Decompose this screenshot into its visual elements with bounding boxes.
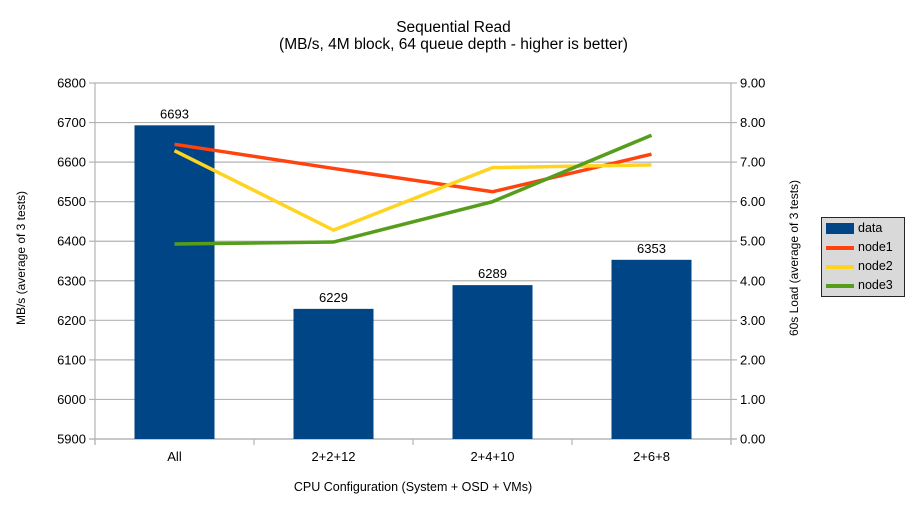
legend-item-node3: node3: [822, 276, 904, 295]
y-axis-tick-label: 6700: [57, 115, 86, 130]
x-axis-category-label: 2+6+8: [633, 449, 670, 464]
chart-subtitle: (MB/s, 4M block, 64 queue depth - higher…: [279, 36, 628, 53]
legend-item-node1: node1: [822, 238, 904, 257]
chart-title: Sequential Read: [396, 19, 511, 36]
y2-axis-tick-label: 0.00: [740, 432, 765, 447]
y2-axis-tick-label: 4.00: [740, 273, 765, 288]
legend-label: data: [858, 221, 883, 235]
x-axis-category-label: 2+4+10: [470, 449, 514, 464]
bar: [611, 259, 692, 439]
y2-axis-tick-label: 7.00: [740, 155, 765, 170]
y2-axis-tick-label: 5.00: [740, 234, 765, 249]
bar: [293, 308, 374, 439]
x-axis-title: CPU Configuration (System + OSD + VMs): [293, 480, 533, 494]
y2-axis-tick-label: 8.00: [740, 115, 765, 130]
bar-value-label: 6353: [637, 241, 666, 256]
line-node1: [174, 142, 652, 194]
legend-item-data: data: [822, 219, 904, 238]
legend-label: node1: [858, 240, 893, 254]
legend-swatch-node1: [826, 245, 854, 250]
legend-item-node2: node2: [822, 257, 904, 276]
legend-swatch-data: [826, 223, 854, 234]
legend-label: node3: [858, 278, 893, 292]
y-axis-tick-label: 6600: [57, 155, 86, 170]
y2-axis-tick-label: 2.00: [740, 352, 765, 367]
y-axis-tick-label: 6500: [57, 194, 86, 209]
bar-value-label: 6289: [478, 266, 507, 281]
y2-axis-tick-label: 9.00: [740, 76, 765, 91]
bar: [452, 285, 533, 439]
bar-value-label: 6693: [160, 106, 189, 121]
bar-value-label: 6229: [319, 290, 348, 305]
y2-axis-tick-label: 1.00: [740, 392, 765, 407]
line-node2: [173, 149, 652, 233]
y-axis-tick-label: 6000: [57, 392, 86, 407]
y2-axis-tick-label: 6.00: [740, 194, 765, 209]
bar: [134, 125, 215, 439]
y-axis-tick-label: 6100: [57, 352, 86, 367]
x-axis-category-label: All: [167, 449, 182, 464]
legend-box: data node1 node2 node3: [821, 217, 905, 297]
legend-swatch-node2: [826, 264, 854, 269]
y2-axis-tick-label: 3.00: [740, 313, 765, 328]
y-axis-tick-label: 6800: [57, 76, 86, 91]
y-axis-tick-label: 6400: [57, 234, 86, 249]
legend-swatch-node3: [826, 283, 854, 288]
line-node3: [174, 133, 653, 246]
legend-label: node2: [858, 259, 893, 273]
y-axis-tick-label: 6300: [57, 273, 86, 288]
y-axis-tick-label: 5900: [57, 432, 86, 447]
x-axis-category-label: 2+2+12: [311, 449, 355, 464]
y-axis-tick-label: 6200: [57, 313, 86, 328]
